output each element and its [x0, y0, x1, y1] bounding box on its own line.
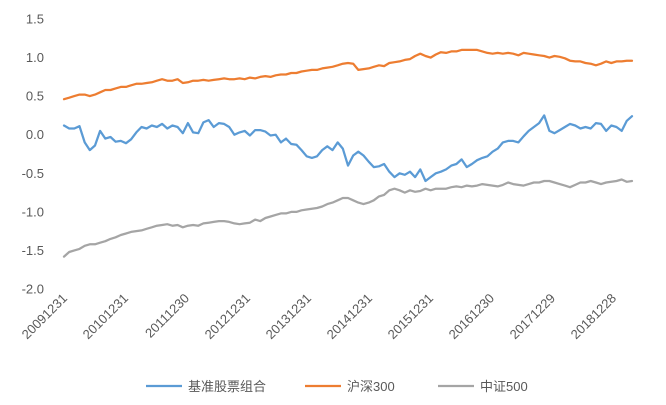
y-tick-label: -1.0 [22, 204, 44, 219]
y-tick-label: -1.5 [22, 243, 44, 258]
series-line-1 [62, 114, 634, 183]
y-tick-label: 0.0 [26, 127, 44, 142]
x-axis: 20091231 20101231 20111230 20121231 20131231… [19, 291, 620, 343]
series-lines [62, 48, 634, 258]
legend: 基准股票组合 沪深300 中证500 [146, 379, 528, 394]
series-line-2 [62, 48, 634, 101]
x-tick-label: 20151231 [385, 291, 437, 343]
y-tick-label: 1.0 [26, 50, 44, 65]
legend-label: 沪深300 [347, 379, 395, 394]
x-tick-label: 20111230 [142, 291, 192, 341]
legend-label: 基准股票组合 [188, 379, 266, 394]
y-tick-label: -0.5 [22, 166, 44, 181]
x-tick-label: 20141231 [324, 291, 376, 343]
y-axis: 1.5 1.0 0.5 0.0 -0.5 -1.0 -1.5 -2.0 [22, 12, 44, 297]
x-tick-label: 20101231 [80, 291, 132, 343]
x-tick-label: 20161230 [446, 291, 498, 343]
series-line-3 [62, 178, 634, 258]
x-tick-label: 20171229 [507, 291, 559, 343]
x-tick-label: 20131231 [263, 291, 315, 343]
x-tick-label: 20181228 [568, 291, 620, 343]
y-tick-label: 1.5 [26, 12, 44, 27]
x-tick-label: 20121231 [202, 291, 254, 343]
legend-label: 中证500 [480, 379, 528, 394]
x-tick-label: 20091231 [19, 291, 71, 343]
y-tick-label: -2.0 [22, 282, 44, 297]
y-tick-label: 0.5 [26, 89, 44, 104]
